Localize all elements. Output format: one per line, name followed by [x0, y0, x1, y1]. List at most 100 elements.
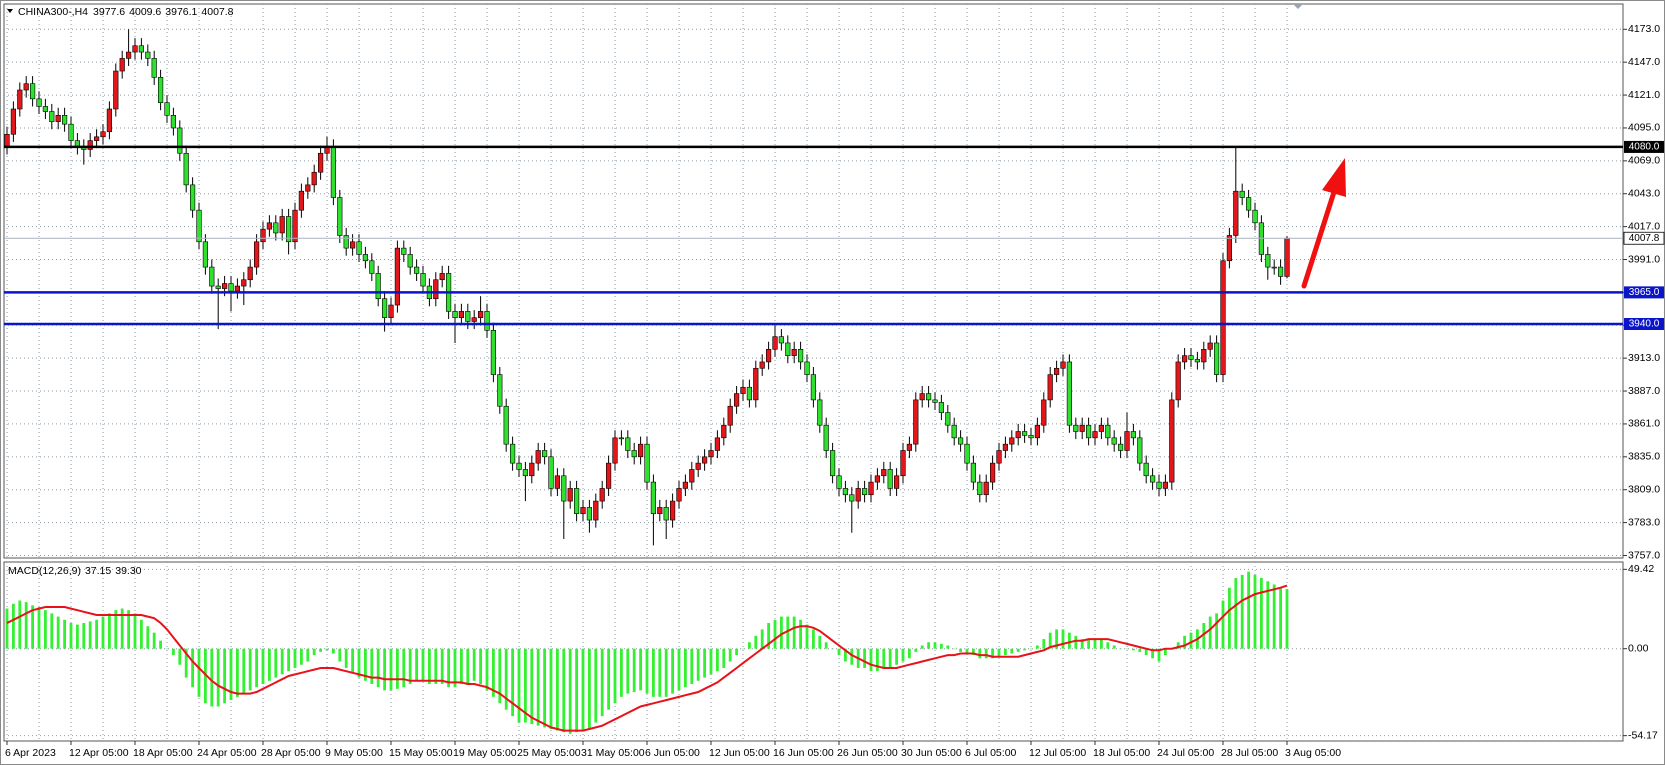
- macd-bar: [434, 648, 438, 685]
- candle-body: [254, 241, 260, 268]
- macd-bar: [748, 642, 751, 649]
- macd-bar: [1093, 639, 1097, 649]
- candle-body: [599, 488, 605, 502]
- candle-body: [132, 45, 138, 53]
- macd-bar: [652, 648, 655, 697]
- macd-bar: [594, 648, 598, 723]
- candle-body: [586, 507, 592, 521]
- y-tick-label: 3991.0: [1628, 253, 1660, 265]
- macd-bar: [172, 648, 175, 656]
- candle-body: [695, 462, 701, 470]
- macd-bar: [120, 608, 124, 649]
- macd-bar: [818, 635, 822, 649]
- macd-bar: [472, 648, 476, 681]
- candle-body: [1239, 190, 1245, 198]
- macd-bar: [88, 621, 92, 649]
- macd-bar: [754, 635, 758, 649]
- candle-body: [727, 405, 733, 426]
- candle-body: [1060, 361, 1066, 369]
- macd-bar: [946, 645, 950, 649]
- candle-body: [1214, 342, 1220, 375]
- x-tick-label: 24 Jul 05:00: [1157, 747, 1214, 759]
- candle-body: [215, 285, 221, 289]
- candle-body: [471, 317, 477, 322]
- plot-layer: 6 Apr 2023 12 Apr 05:00 18 Apr 05:00 24 Apr…: [4, 4, 1665, 759]
- candle-body: [1092, 431, 1098, 439]
- macd-bar: [671, 648, 674, 694]
- macd-bar: [159, 640, 162, 649]
- macd-bar: [760, 629, 764, 649]
- macd-header: MACD(12,26,9) 37.15 39.30: [8, 565, 142, 577]
- macd-bar: [1272, 584, 1276, 649]
- candle-body: [196, 209, 202, 243]
- macd-bar: [901, 648, 905, 662]
- candle-body: [1194, 359, 1200, 363]
- macd-bar: [415, 648, 418, 681]
- macd-bar: [940, 643, 943, 649]
- candle-body: [10, 108, 17, 135]
- macd-bar: [978, 648, 982, 659]
- candle-body: [881, 469, 887, 477]
- x-tick-label: 28 Apr 05:00: [261, 747, 321, 759]
- macd-title: MACD(12,26,9): [8, 565, 81, 577]
- candle-body: [273, 222, 279, 234]
- y-tick-label: 4043.0: [1628, 188, 1660, 200]
- macd-bar: [1164, 648, 1167, 656]
- candle-body: [516, 462, 522, 470]
- candle-body: [17, 89, 23, 110]
- candle-body: [164, 102, 170, 116]
- macd-bar: [536, 648, 540, 726]
- candle-body: [580, 507, 586, 515]
- macd-bar: [517, 648, 521, 723]
- candle-body: [433, 279, 439, 300]
- macd-bar: [152, 632, 156, 649]
- macd-bar: [44, 610, 47, 649]
- macd-bar: [440, 648, 444, 685]
- candle-body: [49, 111, 55, 122]
- candle-body: [810, 374, 816, 401]
- macd-bar: [511, 648, 514, 717]
- candle-body: [721, 424, 727, 439]
- macd-bar: [466, 648, 470, 685]
- macd-bar: [1215, 613, 1218, 649]
- macd-bar: [127, 610, 130, 649]
- candle-body: [305, 184, 311, 192]
- candle-body: [292, 209, 298, 243]
- macd-bar: [460, 648, 463, 685]
- candle-body: [126, 51, 132, 59]
- candle-body: [362, 254, 369, 262]
- macd-bar: [50, 613, 54, 649]
- candle-body: [1047, 374, 1053, 401]
- macd-bar: [1176, 642, 1180, 649]
- macd-bar: [805, 624, 809, 649]
- candle-body: [977, 481, 983, 496]
- menu-arrow[interactable]: [7, 9, 13, 13]
- y-tick-label: 3783.0: [1628, 516, 1660, 528]
- candle-body: [644, 443, 650, 483]
- macd-bar: [812, 629, 815, 649]
- macd-bar: [696, 648, 700, 681]
- x-tick-label: 12 Jul 05:00: [1029, 747, 1086, 759]
- candle-body: [106, 108, 112, 133]
- candle-body: [1066, 361, 1072, 426]
- candle-body: [932, 399, 938, 403]
- candle-body: [1156, 481, 1162, 489]
- last-open: 3977.6: [93, 6, 125, 18]
- arrow-head: [1322, 158, 1346, 197]
- candle-body: [1130, 431, 1136, 439]
- macd-bar: [325, 648, 329, 651]
- macd-bar: [703, 648, 706, 678]
- macd-bar: [479, 648, 482, 685]
- candle-body: [330, 146, 337, 198]
- macd-bar: [31, 605, 34, 649]
- macd-bar: [223, 648, 226, 704]
- candle-body: [964, 443, 970, 464]
- candle-body: [1009, 437, 1015, 445]
- macd-bar: [165, 648, 169, 650]
- x-tick-label: 19 May 05:00: [453, 747, 517, 759]
- macd-bar: [1279, 587, 1282, 649]
- candle-body: [1073, 424, 1079, 432]
- macd-bar: [933, 642, 937, 649]
- macd-bar: [204, 648, 207, 704]
- macd-bar: [844, 648, 847, 662]
